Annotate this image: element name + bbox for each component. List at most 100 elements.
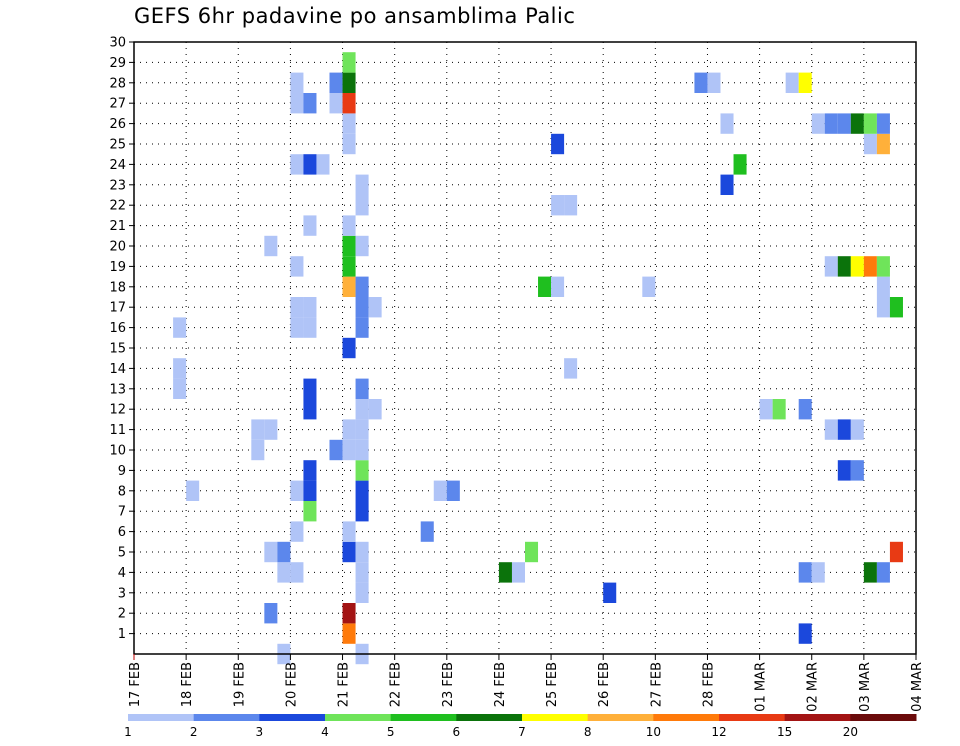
heatmap-cell bbox=[342, 235, 356, 257]
heatmap-cell bbox=[824, 256, 838, 277]
y-tick-label: 4 bbox=[118, 566, 126, 581]
y-tick-label: 3 bbox=[118, 586, 126, 601]
heatmap-cell bbox=[264, 603, 278, 624]
colorbar-label: 15 bbox=[777, 725, 792, 739]
heatmap-cell bbox=[186, 480, 200, 501]
heatmap-cell bbox=[355, 480, 369, 501]
heatmap-cell bbox=[564, 358, 578, 379]
heatmap-cell bbox=[329, 72, 343, 93]
heatmap-cell bbox=[303, 215, 317, 236]
colorbar-label: 5 bbox=[387, 725, 395, 739]
heatmap-cell bbox=[603, 582, 617, 603]
x-tick-label: 26 FEB bbox=[597, 662, 612, 707]
heatmap-cell bbox=[811, 562, 825, 583]
y-tick-label: 5 bbox=[118, 546, 126, 561]
y-axis: 1234567891011121314151617181920212223242… bbox=[109, 36, 134, 642]
heatmap-cell bbox=[303, 460, 317, 481]
heatmap-cell bbox=[837, 113, 851, 134]
heatmap-cell bbox=[707, 72, 721, 93]
heatmap-cell bbox=[316, 154, 330, 175]
heatmap-cell bbox=[290, 72, 304, 93]
colorbar-swatch bbox=[719, 714, 786, 721]
heatmap-cell bbox=[251, 419, 265, 440]
heatmap-cell bbox=[264, 419, 278, 440]
y-tick-label: 7 bbox=[118, 505, 126, 520]
heatmap-cell bbox=[342, 256, 356, 277]
y-tick-label: 22 bbox=[109, 199, 126, 214]
heatmap-cell bbox=[290, 297, 304, 318]
heatmap-cell bbox=[759, 399, 773, 420]
grid bbox=[134, 41, 916, 654]
heatmap-cell bbox=[694, 72, 708, 93]
y-tick-label: 24 bbox=[109, 158, 126, 173]
x-tick-label: 03 MAR bbox=[858, 662, 873, 712]
colorbar-label: 12 bbox=[711, 725, 726, 739]
cells bbox=[173, 52, 903, 665]
heatmap-cell bbox=[850, 256, 864, 277]
heatmap-cell bbox=[303, 399, 317, 420]
heatmap-cell bbox=[290, 154, 304, 175]
heatmap-cell bbox=[264, 541, 278, 563]
colorbar-swatch bbox=[850, 714, 917, 721]
colorbar-swatch bbox=[259, 714, 326, 721]
y-tick-label: 25 bbox=[109, 138, 126, 153]
heatmap-cell bbox=[420, 521, 434, 542]
colorbar-swatch bbox=[193, 714, 260, 721]
heatmap-cell bbox=[720, 174, 734, 195]
heatmap-cell bbox=[355, 399, 369, 420]
heatmap-cell bbox=[798, 72, 812, 93]
chart-title: GEFS 6hr padavine po ansamblima Palic bbox=[134, 4, 576, 28]
colorbar-swatch bbox=[390, 714, 457, 721]
heatmap-cell bbox=[303, 93, 317, 114]
heatmap-cell bbox=[876, 297, 890, 318]
y-tick-label: 21 bbox=[109, 219, 126, 234]
heatmap-cell bbox=[342, 133, 356, 155]
y-tick-label: 17 bbox=[109, 301, 126, 316]
colorbar-label: 8 bbox=[584, 725, 592, 739]
x-tick-label: 02 MAR bbox=[806, 662, 821, 712]
heatmap-cell bbox=[824, 419, 838, 440]
heatmap-cell bbox=[342, 603, 356, 624]
heatmap-cell bbox=[355, 195, 369, 216]
heatmap-cell bbox=[342, 93, 356, 114]
heatmap-cell bbox=[355, 582, 369, 603]
heatmap-cell bbox=[303, 154, 317, 175]
x-axis: 17 FEB 18 FEB 19 FEB 20 FEB 21 FEB 22 FEB 23 F… bbox=[128, 654, 925, 712]
heatmap-cell bbox=[355, 174, 369, 195]
heatmap-cell bbox=[498, 562, 512, 583]
colorbar-label: 6 bbox=[453, 725, 461, 739]
heatmap-cell bbox=[863, 256, 877, 277]
y-tick-label: 16 bbox=[109, 321, 126, 336]
x-tick-label: 19 FEB bbox=[232, 662, 247, 707]
heatmap-cell bbox=[290, 480, 304, 501]
heatmap-cell bbox=[876, 113, 890, 134]
heatmap-cell bbox=[251, 439, 265, 461]
colorbar-label: 4 bbox=[321, 725, 329, 739]
heatmap-cell bbox=[329, 439, 343, 461]
heatmap-cell bbox=[342, 72, 356, 93]
colorbar-swatch bbox=[587, 714, 654, 721]
heatmap-cell bbox=[173, 378, 187, 399]
heatmap-cell bbox=[355, 562, 369, 583]
heatmap-cell bbox=[342, 521, 356, 542]
heatmap-cell bbox=[850, 419, 864, 440]
x-tick-label: 04 MAR bbox=[910, 662, 925, 712]
x-tick-label: 20 FEB bbox=[284, 662, 299, 707]
colorbar-swatch bbox=[325, 714, 392, 721]
heatmap-cell bbox=[303, 480, 317, 501]
heatmap-cell bbox=[837, 419, 851, 440]
x-tick-label: 22 FEB bbox=[389, 662, 404, 707]
colorbar-label: 10 bbox=[646, 725, 661, 739]
y-tick-label: 11 bbox=[109, 423, 126, 438]
heatmap-cell bbox=[342, 623, 356, 644]
colorbar-label: 2 bbox=[190, 725, 198, 739]
heatmap-cell bbox=[355, 276, 369, 297]
heatmap-cell bbox=[798, 623, 812, 644]
heatmap-cell bbox=[355, 501, 369, 522]
heatmap-cell bbox=[290, 317, 304, 338]
heatmap-cell bbox=[889, 541, 903, 563]
heatmap-cell bbox=[355, 235, 369, 257]
colorbar-label: 3 bbox=[256, 725, 264, 739]
